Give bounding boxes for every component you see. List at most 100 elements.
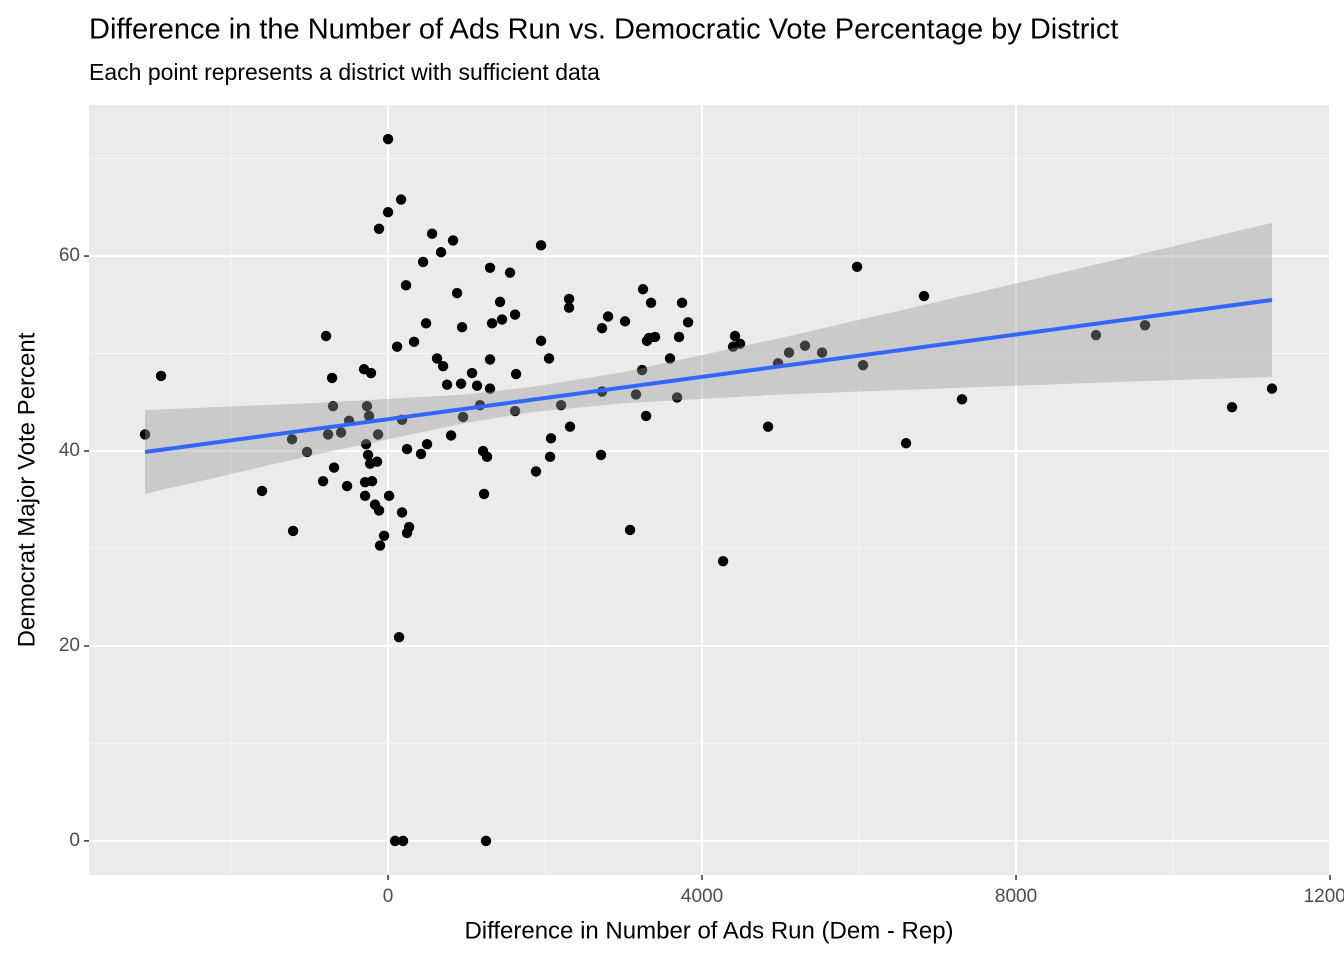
- point: [1139, 320, 1151, 331]
- point: [393, 631, 405, 643]
- point: [1266, 383, 1278, 394]
- point: [602, 311, 614, 322]
- y-tick-label: 20: [59, 635, 80, 656]
- point: [256, 485, 268, 497]
- point: [389, 835, 401, 847]
- point: [640, 410, 652, 422]
- point: [431, 353, 443, 364]
- point: [383, 490, 395, 502]
- y-tick-label: 0: [69, 830, 80, 851]
- point: [400, 280, 412, 291]
- point: [484, 354, 496, 365]
- point: [361, 400, 373, 412]
- point: [391, 341, 403, 352]
- point: [480, 835, 492, 847]
- point: [595, 449, 607, 461]
- point: [816, 347, 828, 358]
- point: [373, 505, 385, 516]
- point: [494, 296, 506, 308]
- point: [630, 389, 642, 400]
- point: [366, 476, 378, 487]
- point: [484, 383, 496, 394]
- point: [326, 372, 338, 384]
- point: [374, 540, 386, 551]
- point: [535, 335, 547, 347]
- point: [637, 284, 649, 295]
- trend-line: [144, 297, 1273, 454]
- point: [396, 507, 408, 518]
- point: [918, 290, 930, 302]
- point: [341, 480, 353, 492]
- point: [555, 400, 567, 411]
- point: [734, 338, 746, 349]
- point: [496, 314, 508, 325]
- point: [1090, 329, 1102, 341]
- point: [359, 490, 371, 502]
- point: [373, 223, 385, 234]
- point: [320, 330, 332, 342]
- y-tick-label: 40: [59, 440, 80, 461]
- point: [481, 451, 493, 463]
- point: [717, 555, 729, 567]
- panel-background: [89, 105, 1330, 875]
- point: [509, 405, 521, 417]
- point: [673, 331, 685, 343]
- point: [671, 392, 683, 403]
- point: [900, 438, 912, 449]
- point: [451, 287, 463, 299]
- point: [762, 421, 774, 432]
- point: [327, 400, 339, 412]
- point: [421, 438, 433, 450]
- x-axis-label: Difference in Number of Ads Run (Dem - R…: [464, 917, 953, 944]
- point: [435, 246, 447, 258]
- point: [363, 410, 375, 422]
- point: [956, 394, 968, 405]
- point: [624, 524, 636, 536]
- point: [471, 380, 483, 391]
- point: [664, 353, 676, 364]
- point: [486, 318, 498, 329]
- grid: [89, 105, 1331, 875]
- point: [287, 525, 299, 537]
- point: [484, 262, 496, 273]
- point: [535, 240, 547, 251]
- point: [1226, 401, 1238, 413]
- point: [322, 429, 334, 440]
- point: [445, 430, 457, 441]
- point: [426, 228, 438, 239]
- point: [328, 462, 340, 473]
- point: [510, 368, 522, 380]
- point: [365, 367, 377, 379]
- y-tick-label: 60: [59, 245, 80, 266]
- point: [397, 835, 409, 847]
- point: [360, 438, 372, 450]
- x-tick-label: 8000: [995, 886, 1037, 907]
- point: [799, 340, 811, 351]
- point: [543, 353, 555, 364]
- point: [466, 367, 478, 379]
- confidence-band: [145, 222, 1272, 494]
- point: [676, 297, 688, 309]
- point: [286, 434, 298, 445]
- point: [441, 379, 453, 390]
- point: [636, 364, 648, 376]
- x-tick-label: 4000: [681, 886, 723, 907]
- point: [378, 530, 390, 542]
- point: [544, 451, 556, 463]
- point: [403, 521, 415, 533]
- point: [649, 331, 661, 343]
- point: [401, 443, 413, 455]
- point: [509, 309, 521, 320]
- point: [851, 261, 863, 272]
- point: [371, 456, 383, 467]
- point: [530, 466, 542, 477]
- point: [564, 421, 576, 432]
- point: [596, 323, 608, 334]
- point: [372, 429, 384, 440]
- point: [447, 235, 459, 246]
- point: [382, 133, 394, 145]
- point: [563, 302, 575, 313]
- point: [563, 293, 575, 305]
